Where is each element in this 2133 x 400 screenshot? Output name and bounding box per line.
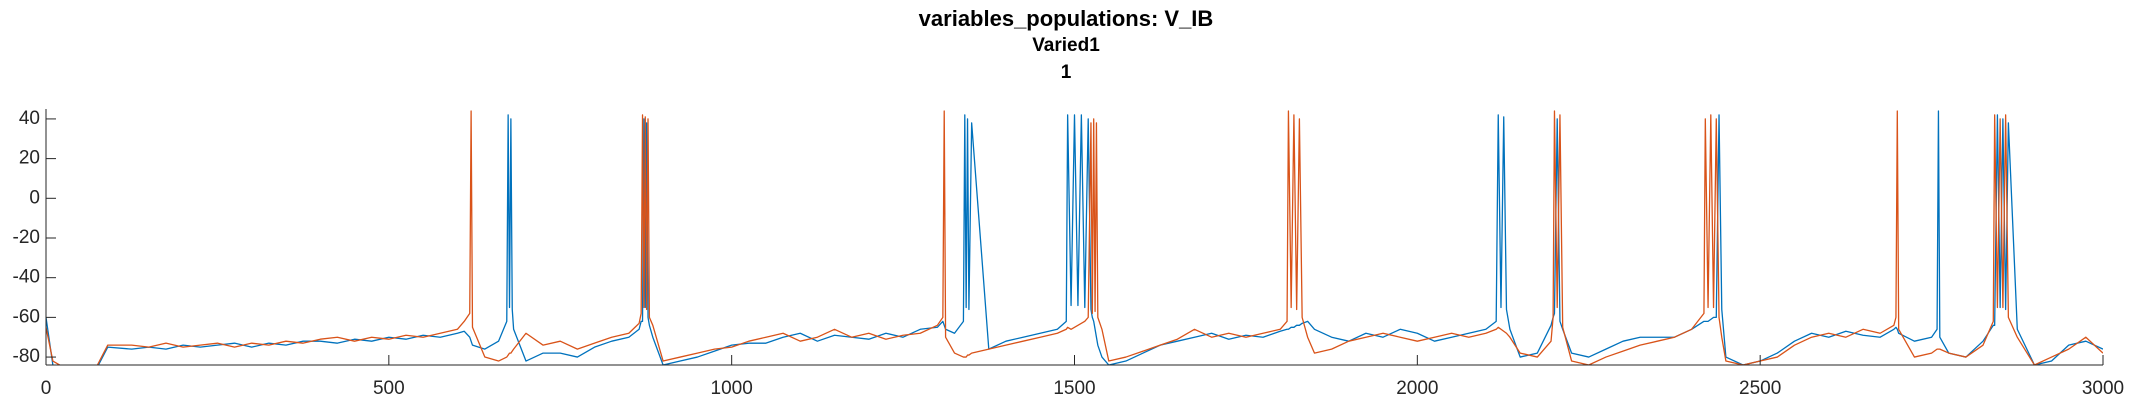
chart-subtitle: 1 <box>1061 62 1072 83</box>
y-tick-label: -20 <box>13 227 40 248</box>
x-tick-label: 2500 <box>1739 378 1781 399</box>
series-line <box>46 110 2103 365</box>
x-tick-label: 500 <box>373 378 405 399</box>
series-line <box>46 110 2103 365</box>
x-tick-label: 1000 <box>711 378 753 399</box>
y-tick-label: -60 <box>13 306 40 327</box>
chart-title: variables_populations: V_IB <box>919 6 1214 31</box>
y-tick-label: 40 <box>19 108 40 129</box>
y-tick-label: 0 <box>29 187 40 208</box>
chart-subtitle: Varied1 <box>1032 35 1100 56</box>
y-tick-label: 20 <box>19 148 40 169</box>
y-tick-label: -40 <box>13 267 40 288</box>
plot-area <box>46 110 2103 365</box>
x-tick-label: 0 <box>41 378 52 399</box>
x-tick-label: 3000 <box>2082 378 2124 399</box>
y-tick-label: -80 <box>13 346 40 367</box>
x-tick-label: 1500 <box>1053 378 1095 399</box>
x-tick-label: 2000 <box>1396 378 1438 399</box>
